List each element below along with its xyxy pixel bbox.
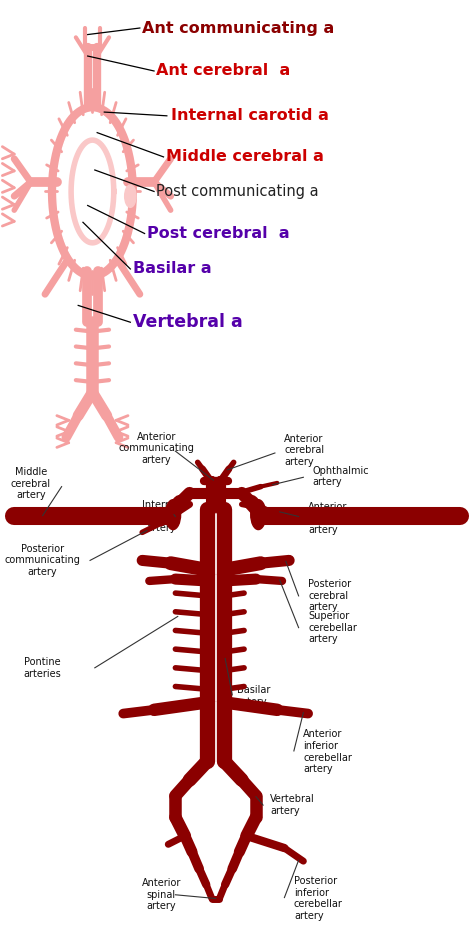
Circle shape	[251, 500, 266, 530]
Text: Internal
carotid
artery: Internal carotid artery	[142, 500, 180, 533]
Text: Pontine
arteries: Pontine arteries	[24, 657, 62, 679]
Text: Anterior
communicating
artery: Anterior communicating artery	[118, 432, 194, 465]
Circle shape	[165, 500, 181, 530]
Text: Ant communicating a: Ant communicating a	[142, 21, 335, 35]
Text: Posterior
communicating
artery: Posterior communicating artery	[5, 544, 81, 577]
Text: Middle cerebral a: Middle cerebral a	[166, 149, 324, 164]
Text: Posterior
cerebral
artery: Posterior cerebral artery	[308, 579, 351, 613]
Text: Ant cerebral  a: Ant cerebral a	[156, 64, 291, 78]
Text: Posterior
inferior
cerebellar
artery: Posterior inferior cerebellar artery	[294, 876, 343, 921]
Text: Anterior
spinal
artery: Anterior spinal artery	[141, 878, 181, 912]
Text: Superior
cerebellar
artery: Superior cerebellar artery	[308, 611, 357, 644]
Text: Ophthalmic
artery: Ophthalmic artery	[313, 465, 369, 488]
Text: Post communicating a: Post communicating a	[156, 184, 319, 199]
Text: Anterior
inferior
cerebellar
artery: Anterior inferior cerebellar artery	[303, 729, 352, 774]
Text: Basilar a: Basilar a	[133, 262, 211, 276]
Text: Anterior
choroidal
artery: Anterior choroidal artery	[308, 502, 353, 535]
Polygon shape	[57, 112, 128, 271]
Text: Post cerebral  a: Post cerebral a	[147, 226, 290, 241]
Text: Internal carotid a: Internal carotid a	[171, 108, 328, 123]
Text: Basilar
artery: Basilar artery	[237, 685, 270, 707]
Text: Vertebral
artery: Vertebral artery	[270, 794, 315, 816]
Text: Middle
cerebral
artery: Middle cerebral artery	[11, 467, 51, 501]
Text: Anterior
cerebral
artery: Anterior cerebral artery	[284, 433, 325, 467]
Text: Vertebral a: Vertebral a	[133, 313, 243, 332]
Polygon shape	[71, 140, 114, 243]
Circle shape	[125, 185, 136, 207]
